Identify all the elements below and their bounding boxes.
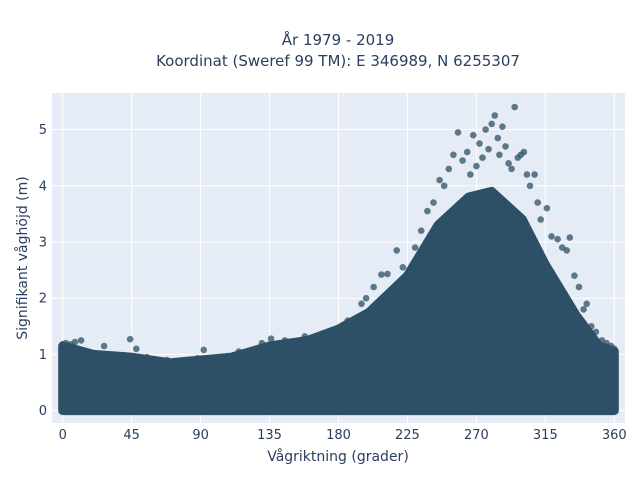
scatter-point (378, 271, 385, 278)
scatter-point (485, 145, 492, 153)
scatter-point (491, 112, 499, 119)
scatter-point (531, 171, 538, 178)
scatter-point (399, 264, 407, 271)
y-tick-label: 3 (39, 235, 47, 250)
scatter-point (362, 294, 370, 302)
scatter-point (224, 352, 232, 360)
scatter-point (411, 244, 419, 251)
scatter-point (571, 272, 578, 280)
scatter-point (566, 234, 574, 241)
scatter-point (470, 131, 477, 139)
scatter-point (281, 337, 289, 344)
scatter-point (479, 154, 486, 161)
x-tick-label: 180 (326, 428, 351, 443)
scatter-point (499, 123, 506, 130)
scatter-point (520, 148, 528, 156)
scatter-point (583, 300, 590, 308)
scatter-point (440, 182, 448, 190)
scatter-point (580, 306, 587, 313)
scatter-point (467, 171, 474, 178)
scatter-point (235, 348, 243, 355)
scatter-point (194, 355, 201, 362)
scatter-point (505, 160, 512, 167)
scatter-point (393, 247, 401, 254)
scatter-point (588, 323, 595, 330)
scatter-point (445, 165, 453, 173)
scatter-point (454, 129, 462, 136)
data-points (58, 103, 619, 416)
scatter-point (405, 266, 413, 274)
scatter-point (316, 331, 324, 339)
y-tick-label: 4 (39, 179, 47, 194)
x-tick-label: 45 (123, 428, 140, 443)
scatter-point (358, 300, 365, 308)
scatter-point (563, 247, 571, 254)
y-tick-label: 2 (39, 292, 47, 307)
y-tick-label: 1 (39, 348, 47, 363)
chart-title-line1: År 1979 - 2019 (282, 30, 395, 49)
scatter-point (436, 176, 443, 184)
scatter-point (301, 333, 309, 340)
x-tick-label: 90 (192, 428, 209, 443)
chart-title-line2: Koordinat (Sweref 99 TM): E 346989, N 62… (156, 52, 520, 70)
scatter-point (110, 353, 117, 361)
scatter-point (133, 345, 140, 353)
scatter-point (424, 207, 431, 215)
scatter-point (482, 126, 489, 133)
scatter-point (267, 335, 275, 343)
scatter-point (200, 346, 207, 354)
scatter-point (430, 199, 437, 206)
scatter-point (163, 356, 171, 364)
scatter-point (511, 103, 518, 111)
scatter-point (126, 335, 134, 343)
scatter-point (450, 151, 457, 159)
x-tick-label: 315 (533, 428, 558, 443)
y-tick-label: 5 (39, 123, 47, 138)
scatter-point (575, 283, 583, 291)
x-axis-title: Vågriktning (grader) (267, 448, 409, 465)
scatter-point (258, 339, 266, 347)
scatter-point (143, 353, 151, 361)
scatter-point (77, 337, 85, 344)
x-tick-label: 360 (602, 428, 627, 443)
scatter-point (592, 328, 600, 336)
scatter-point (502, 143, 509, 150)
scatter-point (476, 140, 483, 147)
scatter-point (473, 162, 480, 170)
scatter-point (335, 325, 342, 333)
scatter-point (523, 171, 531, 178)
scatter-point (537, 216, 544, 223)
scatter-point (611, 345, 618, 353)
scatter-point (494, 134, 502, 142)
scatter-point (554, 235, 561, 243)
scatter-point (384, 270, 391, 278)
scatter-point (90, 351, 97, 358)
x-tick-label: 225 (395, 428, 420, 443)
scatter-point (548, 233, 555, 240)
y-axis-title: Signifikant våghöjd (m) (14, 176, 31, 339)
scatter-point (370, 283, 378, 291)
x-tick-label: 270 (464, 428, 489, 443)
scatter-point (120, 352, 128, 359)
x-tick-label: 0 (59, 428, 67, 443)
scatter-point (417, 227, 425, 234)
scatter-point (463, 148, 471, 156)
scatter-point (543, 204, 551, 212)
x-tick-label: 135 (257, 428, 282, 443)
scatter-point (496, 151, 503, 159)
scatter-point (488, 120, 496, 128)
scatter-point (534, 199, 541, 206)
scatter-point (71, 338, 79, 346)
scatter-point (344, 317, 352, 325)
scatter-point (100, 342, 108, 350)
dense-point-cloud (58, 186, 619, 416)
y-tick-label: 0 (39, 404, 47, 419)
scatter-point (459, 157, 466, 164)
scatter-point (526, 182, 534, 190)
scatter-point (508, 165, 515, 173)
